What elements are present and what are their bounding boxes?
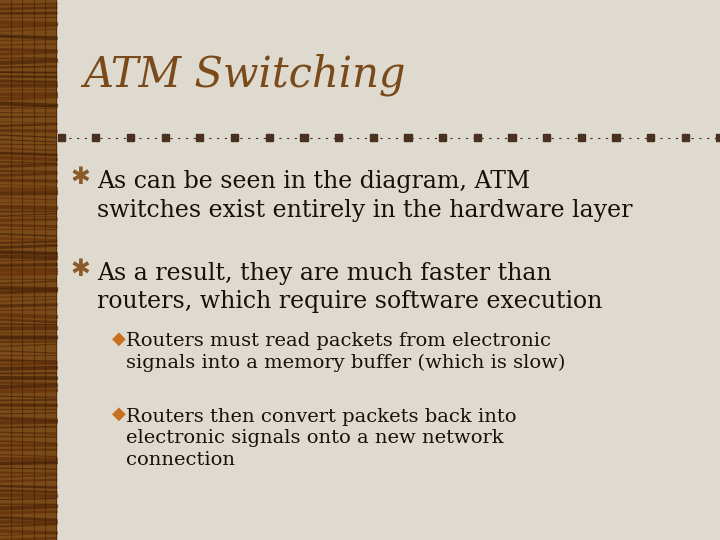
Text: As can be seen in the diagram, ATM
switches exist entirely in the hardware layer: As can be seen in the diagram, ATM switc… [97, 170, 633, 221]
Text: ✱: ✱ [71, 165, 90, 188]
Text: ◆: ◆ [112, 329, 125, 347]
Bar [543, 134, 550, 141]
Bar [716, 134, 720, 141]
Bar [197, 134, 204, 141]
Bar [127, 134, 134, 141]
Bar [613, 134, 620, 141]
Bar [92, 134, 99, 141]
Text: As a result, they are much faster than
routers, which require software execution: As a result, they are much faster than r… [97, 262, 603, 313]
Bar [682, 134, 689, 141]
Bar [439, 134, 446, 141]
Text: ATM Switching: ATM Switching [83, 54, 405, 97]
Text: ✱: ✱ [71, 256, 90, 280]
Bar [58, 134, 65, 141]
Bar [300, 134, 307, 141]
Bar [161, 134, 168, 141]
Bar [335, 134, 342, 141]
Bar [266, 134, 273, 141]
Bar [474, 134, 481, 141]
Text: Routers must read packets from electronic
signals into a memory buffer (which is: Routers must read packets from electroni… [126, 332, 565, 372]
Bar [577, 134, 585, 141]
Text: ◆: ◆ [112, 405, 125, 423]
Bar [0, 0, 56, 540]
Bar [369, 134, 377, 141]
Text: Routers then convert packets back into
electronic signals onto a new network
con: Routers then convert packets back into e… [126, 408, 516, 469]
Bar [231, 134, 238, 141]
Bar [508, 134, 516, 141]
Bar [647, 134, 654, 141]
Bar [405, 134, 412, 141]
